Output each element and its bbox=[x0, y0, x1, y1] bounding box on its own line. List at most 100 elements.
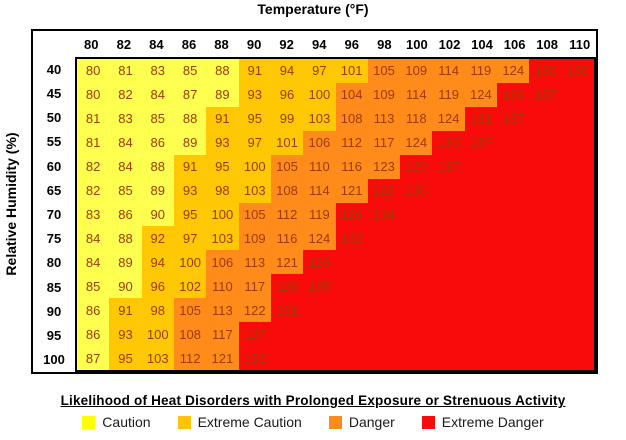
heat-index-cell: 103 bbox=[206, 226, 239, 251]
heat-index-cell: 82 bbox=[77, 154, 110, 179]
heat-index-cell bbox=[400, 322, 433, 347]
humidity-label: 45 bbox=[46, 85, 62, 101]
heat-index-cell: 130 bbox=[432, 130, 465, 155]
humidity-col: 40 45 50 55 60 65 70 75 80 85 90 95 100 bbox=[33, 57, 75, 372]
heat-index-cell: 121 bbox=[270, 250, 304, 275]
heat-index-cell: 85 bbox=[173, 59, 207, 83]
heat-index-cell bbox=[529, 154, 562, 179]
heat-index-cell bbox=[561, 178, 594, 203]
heat-index-cell: 93 bbox=[206, 130, 239, 155]
heat-index-cell bbox=[561, 250, 594, 275]
heat-index-cell: 95 bbox=[109, 346, 142, 370]
heat-index-cell bbox=[367, 322, 401, 347]
heat-index-cell: 83 bbox=[77, 202, 110, 227]
heat-index-cell bbox=[367, 226, 401, 251]
heat-index-cell: 126 bbox=[270, 274, 304, 299]
heat-index-cell bbox=[432, 178, 465, 203]
heat-index-cell bbox=[497, 202, 530, 227]
heat-index-cell: 118 bbox=[400, 106, 433, 131]
heat-index-cell: 136 bbox=[561, 59, 594, 83]
heat-index-cell bbox=[497, 298, 530, 323]
humidity-label: 95 bbox=[46, 328, 62, 344]
heat-index-cell: 131 bbox=[464, 106, 498, 131]
heat-index-cell: 121 bbox=[335, 178, 368, 203]
heat-index-cell: 80 bbox=[77, 59, 110, 83]
legend-item-danger: Danger bbox=[328, 414, 395, 430]
legend-title: Likelihood of Heat Disorders with Prolon… bbox=[60, 393, 566, 408]
heat-index-cell: 100 bbox=[141, 322, 174, 347]
heat-index-cell: 108 bbox=[270, 178, 304, 203]
heat-index-cell: 80 bbox=[77, 82, 110, 107]
heat-index-cell: 84 bbox=[77, 250, 110, 275]
heat-index-cell bbox=[432, 250, 465, 275]
heat-index-cell bbox=[561, 322, 594, 347]
heat-index-cell bbox=[400, 346, 433, 370]
heat-index-cell bbox=[529, 298, 562, 323]
heat-index-cell: 85 bbox=[141, 106, 174, 131]
heat-index-cell bbox=[529, 226, 562, 251]
heat-index-cell: 95 bbox=[238, 106, 271, 131]
heat-index-cell: 108 bbox=[173, 322, 207, 347]
heat-index-cell bbox=[303, 346, 336, 370]
heat-index-cell: 93 bbox=[173, 178, 207, 203]
heat-index-cell: 93 bbox=[238, 82, 271, 107]
heat-index-cell: 110 bbox=[206, 274, 239, 299]
heat-index-cell bbox=[400, 202, 433, 227]
heat-index-cell: 88 bbox=[109, 226, 142, 251]
heat-index-cell bbox=[561, 82, 594, 107]
heat-index-cell: 105 bbox=[367, 59, 401, 83]
heat-index-cell: 81 bbox=[77, 106, 110, 131]
heat-index-cell bbox=[529, 322, 562, 347]
heat-index-cell: 99 bbox=[270, 106, 304, 131]
heat-index-cell bbox=[464, 226, 498, 251]
heat-index-cell: 84 bbox=[141, 82, 174, 107]
danger-swatch-icon bbox=[328, 415, 342, 429]
heat-index-cell: 137 bbox=[432, 154, 465, 179]
heat-index-cell: 92 bbox=[141, 226, 174, 251]
heat-index-cell: 84 bbox=[77, 226, 110, 251]
temp-header: 98 bbox=[377, 36, 392, 52]
legend-label: Extreme Caution bbox=[197, 414, 302, 430]
legend-label: Caution bbox=[102, 414, 151, 430]
heat-index-cell bbox=[432, 322, 465, 347]
heat-index-cell: 122 bbox=[238, 298, 271, 323]
heat-index-cell: 86 bbox=[77, 298, 110, 323]
heat-index-cell: 136 bbox=[400, 178, 433, 203]
heat-index-cell: 106 bbox=[303, 130, 336, 155]
heat-index-cell bbox=[367, 298, 401, 323]
heat-index-cell bbox=[270, 322, 304, 347]
temp-header: 94 bbox=[311, 36, 327, 52]
heat-index-cell bbox=[529, 106, 562, 131]
temp-header: 106 bbox=[503, 36, 526, 52]
temp-header: 110 bbox=[569, 36, 591, 52]
heat-index-cell: 119 bbox=[303, 202, 336, 227]
heat-index-cell: 123 bbox=[367, 154, 401, 179]
heat-index-cell bbox=[303, 298, 336, 323]
caution-swatch-icon bbox=[82, 415, 96, 429]
heat-index-cell bbox=[529, 250, 562, 275]
chart-frame: 80 82 84 86 88 90 92 94 96 98 100 102 104 106 108 110 4… bbox=[31, 29, 598, 374]
heat-index-cell: 89 bbox=[109, 250, 142, 275]
heat-index-cell bbox=[400, 274, 433, 299]
temp-header: 96 bbox=[344, 36, 360, 52]
heat-index-cell bbox=[529, 274, 562, 299]
heat-index-cell: 127 bbox=[238, 322, 271, 347]
heat-index-cell: 109 bbox=[367, 82, 401, 107]
heat-index-cell: 89 bbox=[206, 82, 239, 107]
heat-index-cell: 130 bbox=[497, 82, 530, 107]
heat-index-cell: 105 bbox=[270, 154, 304, 179]
legend-label: Danger bbox=[348, 414, 395, 430]
extreme-caution-swatch-icon bbox=[177, 415, 191, 429]
heat-index-cell: 89 bbox=[173, 130, 207, 155]
heat-index-cell: 117 bbox=[206, 322, 239, 347]
heat-index-cell bbox=[561, 130, 594, 155]
heat-index-cell: 131 bbox=[270, 298, 304, 323]
heat-index-cell: 117 bbox=[238, 274, 271, 299]
heat-index-cell: 97 bbox=[238, 130, 271, 155]
heat-index-cell: 105 bbox=[238, 202, 271, 227]
heat-index-cell: 116 bbox=[335, 154, 368, 179]
legend-item-extreme-danger: Extreme Danger bbox=[421, 414, 544, 430]
temp-header: 102 bbox=[438, 36, 461, 52]
humidity-label: 50 bbox=[46, 110, 62, 126]
heat-index-cell: 89 bbox=[141, 178, 174, 203]
